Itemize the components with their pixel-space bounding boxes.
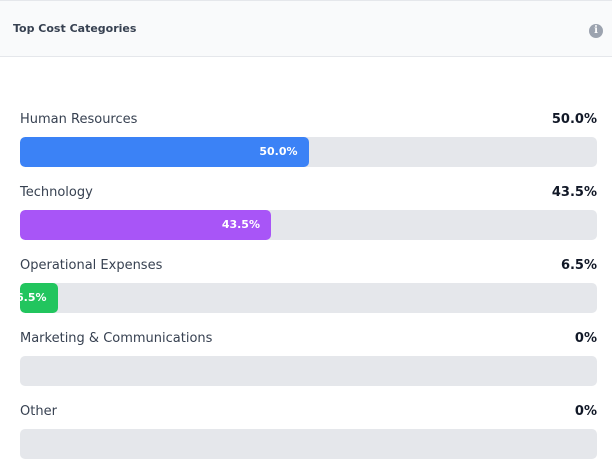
progress-track [20, 356, 597, 386]
progress-fill-label: 6.5% [20, 291, 47, 304]
category-percent: 43.5% [551, 185, 597, 200]
info-icon[interactable]: i [589, 24, 603, 38]
category-label: Technology [20, 185, 93, 200]
progress-fill-label: 43.5% [221, 218, 260, 231]
category-row-other: Other 0% [20, 403, 597, 463]
category-row-operational-expenses: Operational Expenses 6.5% 6.5% [20, 257, 597, 317]
category-percent: 0% [574, 404, 597, 419]
category-percent: 50.0% [551, 112, 597, 127]
progress-fill-label: 50.0% [259, 145, 298, 158]
category-label: Other [20, 404, 57, 419]
category-percent: 6.5% [560, 258, 597, 273]
category-label: Operational Expenses [20, 258, 163, 273]
category-label: Marketing & Communications [20, 331, 213, 346]
card-title: Top Cost Categories [13, 22, 137, 35]
progress-fill: 6.5% [20, 283, 58, 313]
card-header: Top Cost Categories i [0, 0, 612, 57]
progress-track: 50.0% [20, 137, 597, 167]
progress-track [20, 429, 597, 459]
progress-fill: 50.0% [20, 137, 309, 167]
category-row-technology: Technology 43.5% 43.5% [20, 184, 597, 244]
progress-track: 6.5% [20, 283, 597, 313]
progress-track: 43.5% [20, 210, 597, 240]
category-row-human-resources: Human Resources 50.0% 50.0% [20, 111, 597, 171]
category-row-marketing-communications: Marketing & Communications 0% [20, 330, 597, 390]
category-percent: 0% [574, 331, 597, 346]
category-label: Human Resources [20, 112, 138, 127]
progress-fill: 43.5% [20, 210, 271, 240]
